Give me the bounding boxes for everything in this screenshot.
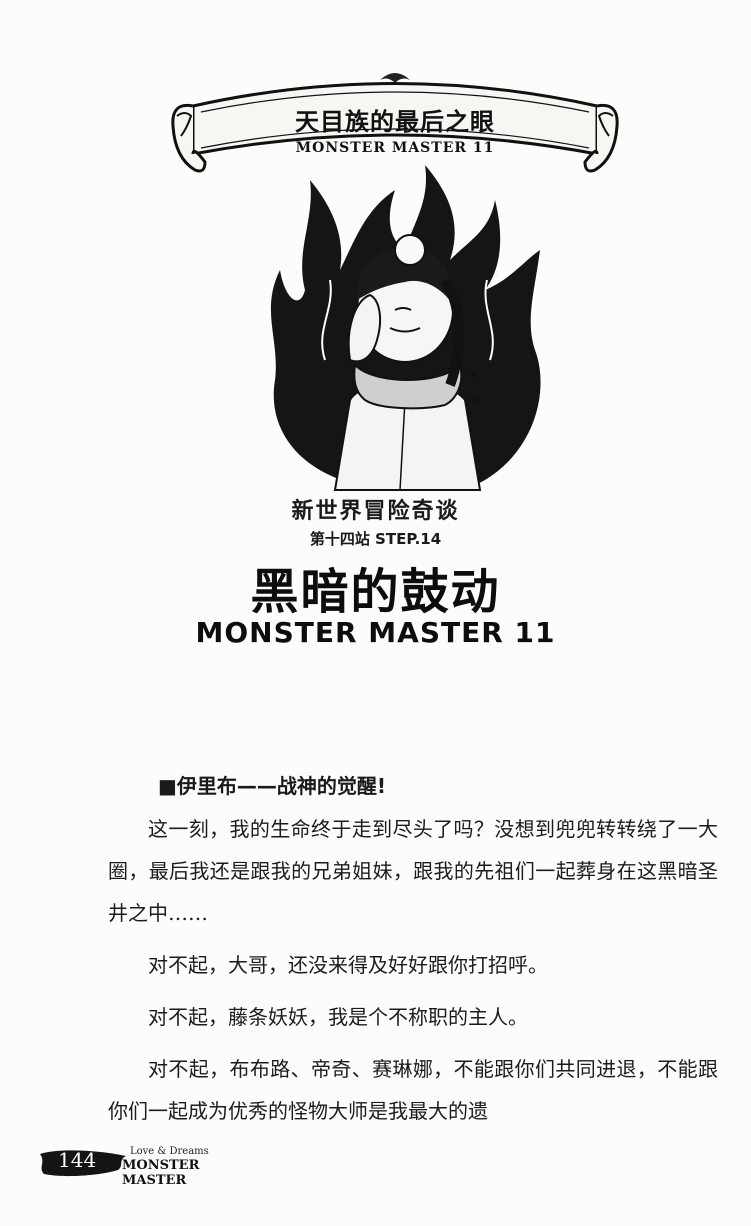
paragraph: 对不起，布布路、帝奇、赛琳娜，不能跟你们共同进退，不能跟你们一起成为优秀的怪物大… <box>108 1057 718 1123</box>
page-footer: 144 Love & Dreams MONSTER MASTER <box>38 1142 268 1188</box>
chapter-title: 黑暗的鼓动 <box>250 564 501 620</box>
footer-brand: MONSTER MASTER <box>122 1158 200 1188</box>
step-label: 第十四站 STEP.14 <box>309 530 442 548</box>
header-banner: 天目族的最后之眼 MONSTER MASTER 11 <box>165 66 625 186</box>
chapter-illustration <box>255 160 555 500</box>
footer-tagline: Love & Dreams <box>130 1146 209 1157</box>
paragraph: 对不起，藤条妖妖，我是个不称职的主人。 <box>148 1005 528 1029</box>
banner-subtitle: MONSTER MASTER 11 <box>295 140 495 156</box>
scroll-banner-icon <box>171 73 619 173</box>
body-text: 这一刻，我的生命终于走到尽头了吗？没想到兜兜转转绕了一大圈，最后我还是跟我的兄弟… <box>108 808 718 1142</box>
paragraph: 这一刻，我的生命终于走到尽头了吗？没想到兜兜转转绕了一大圈，最后我还是跟我的兄弟… <box>108 817 718 925</box>
series-title: 新世界冒险奇谈 <box>291 499 460 524</box>
section-heading: ■伊里布——战神的觉醒! <box>158 774 387 798</box>
page-number: 144 <box>58 1148 97 1172</box>
banner-title: 天目族的最后之眼 <box>295 108 495 136</box>
chapter-subtitle: MONSTER MASTER 11 <box>195 616 556 649</box>
dark-flame-character-icon <box>270 165 541 491</box>
brush-stroke-icon <box>40 1150 126 1177</box>
paragraph: 对不起，大哥，还没来得及好好跟你打招呼。 <box>148 953 548 977</box>
